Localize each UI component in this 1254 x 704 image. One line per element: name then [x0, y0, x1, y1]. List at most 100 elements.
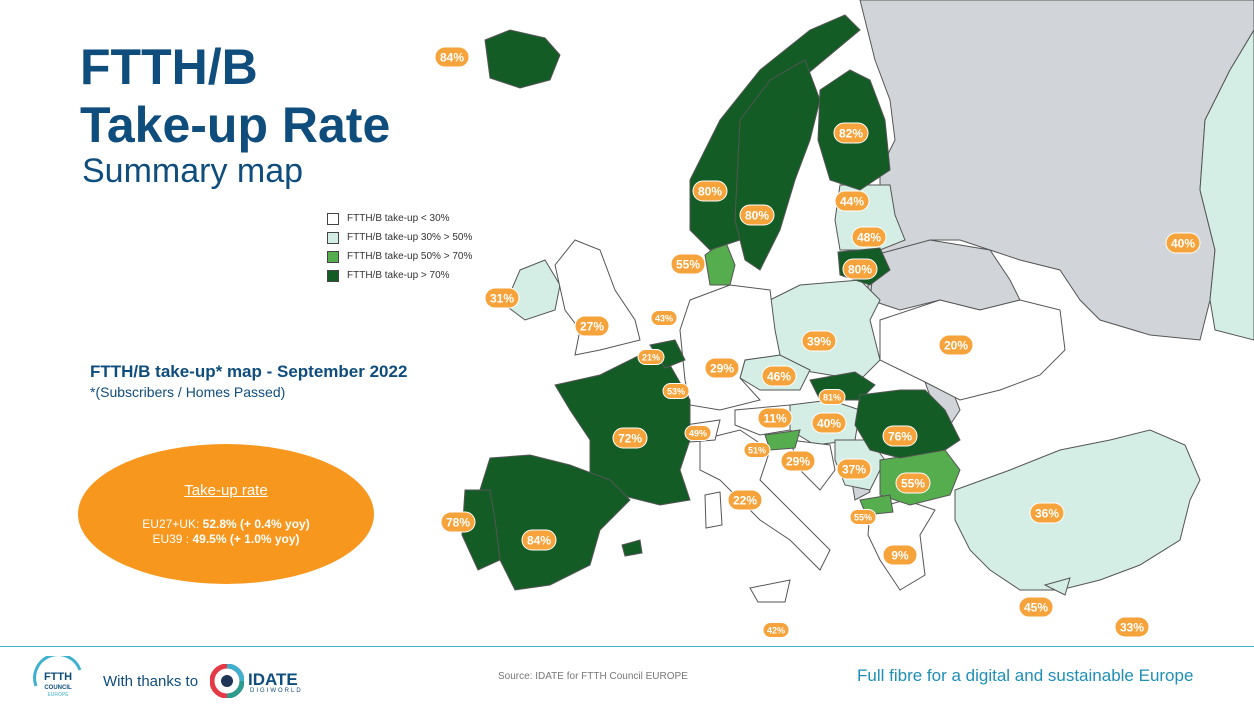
- idate-name: IDATE: [248, 670, 298, 689]
- rate-badge-bg: [637, 349, 665, 365]
- rate-badge: 78%: [440, 511, 476, 533]
- rate-badge-label: 9%: [891, 549, 909, 563]
- summary-eu39: EU39 : 49.5% (+ 1.0% yoy): [78, 532, 374, 547]
- rate-badge: 80%: [739, 204, 775, 226]
- map-note: *(Subscribers / Homes Passed): [90, 384, 286, 400]
- rate-badge-label: 31%: [490, 292, 514, 306]
- summary-title: Take-up rate: [184, 482, 268, 499]
- rate-badge-label: 42%: [767, 626, 785, 636]
- title-line-2: Take-up Rate: [80, 97, 391, 153]
- sardinia: [704, 491, 723, 529]
- rate-badge-bg: [521, 529, 557, 551]
- rate-badge-bg: [833, 122, 869, 144]
- rate-badge: 82%: [833, 122, 869, 144]
- rate-badge-label: 40%: [817, 417, 841, 431]
- rate-badge-label: 55%: [676, 258, 700, 272]
- rate-badge-label: 36%: [1035, 507, 1059, 521]
- rate-badge-label: 55%: [901, 477, 925, 491]
- rate-badge-bg: [743, 442, 771, 458]
- summary-eu27-value: 52.8% (+ 0.4% yoy): [202, 517, 310, 531]
- rate-badge-label: 45%: [1024, 601, 1048, 615]
- rate-badge-bg: [851, 226, 887, 248]
- rate-badge: 84%: [521, 529, 557, 551]
- legend-swatch: [327, 269, 339, 282]
- rate-badge-label: 33%: [1120, 621, 1144, 635]
- rate-badge: 22%: [727, 489, 763, 511]
- rate-badge-bg: [842, 258, 878, 280]
- rate-badge-label: 51%: [748, 446, 766, 456]
- germany: [679, 284, 781, 411]
- svg-text:COUNCIL: COUNCIL: [44, 685, 72, 691]
- legend: FTTH/B take-up < 30% FTTH/B take-up 30% …: [327, 209, 472, 285]
- rate-badge: 53%: [662, 383, 690, 399]
- rate-badge-bg: [882, 544, 918, 566]
- summary-eu39-value: 49.5% (+ 1.0% yoy): [192, 532, 300, 546]
- rate-badge: 42%: [762, 622, 790, 638]
- tagline: Full fibre for a digital and sustainable…: [857, 666, 1194, 685]
- map-heading: FTTH/B take-up* map - September 2022: [90, 362, 408, 381]
- legend-swatch: [327, 250, 339, 263]
- rate-badge-label: 29%: [786, 455, 810, 469]
- summary-eu27: EU27+UK: 52.8% (+ 0.4% yoy): [78, 517, 374, 532]
- rate-badge-bg: [574, 315, 610, 337]
- rate-badge: 43%: [650, 310, 678, 326]
- rate-badge: 11%: [757, 407, 793, 429]
- turkey: [954, 429, 1201, 591]
- rate-badge-bg: [1114, 616, 1150, 638]
- rate-badge: 51%: [743, 442, 771, 458]
- balearics: [621, 539, 643, 557]
- rate-badge-label: 80%: [745, 209, 769, 223]
- rate-badge-label: 81%: [823, 393, 841, 403]
- rate-badge: 72%: [612, 427, 648, 449]
- thanks-text: With thanks to: [103, 673, 199, 690]
- rate-badge-bg: [849, 509, 877, 525]
- rate-badge: 44%: [834, 190, 870, 212]
- rate-badge-bg: [1029, 502, 1065, 524]
- summary-ellipse: Take-up rate EU27+UK: 52.8% (+ 0.4% yoy)…: [78, 444, 374, 584]
- svg-text:EUROPE: EUROPE: [47, 692, 69, 698]
- legend-swatch: [327, 231, 339, 244]
- rate-badge: 40%: [811, 412, 847, 434]
- rate-badge: 29%: [780, 450, 816, 472]
- rate-badge: 39%: [801, 330, 837, 352]
- title-line-1: FTTH/B: [80, 39, 258, 95]
- rate-badge-label: 27%: [580, 320, 604, 334]
- summary-eu39-label: EU39 :: [152, 532, 193, 546]
- legend-label: FTTH/B take-up < 30%: [347, 213, 450, 224]
- legend-label: FTTH/B take-up > 70%: [347, 270, 450, 281]
- rate-badge-bg: [650, 310, 678, 326]
- rate-badge: 55%: [670, 253, 706, 275]
- rate-badge-bg: [612, 427, 648, 449]
- rate-badge-label: 43%: [655, 314, 673, 324]
- cyprus: [1043, 577, 1071, 596]
- rate-badge: 40%: [1165, 232, 1201, 254]
- rate-badge-label: 49%: [689, 429, 707, 439]
- portugal: [461, 489, 501, 571]
- rate-badge-bg: [762, 622, 790, 638]
- romania: [854, 389, 961, 459]
- rate-badge: 55%: [895, 472, 931, 494]
- rate-badge: 80%: [842, 258, 878, 280]
- rate-badge-bg: [895, 472, 931, 494]
- rate-badge: 36%: [1029, 502, 1065, 524]
- rate-badge-bg: [757, 407, 793, 429]
- rate-badge-label: 78%: [446, 516, 470, 530]
- rate-badge-label: 11%: [763, 412, 787, 426]
- rate-badge-label: 80%: [848, 263, 872, 277]
- rate-badge: 20%: [938, 334, 974, 356]
- rate-badge-bg: [727, 489, 763, 511]
- rate-badge: 46%: [761, 365, 797, 387]
- legend-label: FTTH/B take-up 50% > 70%: [347, 251, 473, 262]
- rate-badge-bg: [780, 450, 816, 472]
- rate-badge-label: 80%: [698, 185, 722, 199]
- rate-badge-label: 39%: [807, 335, 831, 349]
- legend-item: FTTH/B take-up 30% > 50%: [327, 228, 472, 247]
- rate-badge-bg: [818, 389, 846, 405]
- rate-badge-bg: [684, 425, 712, 441]
- rate-badge-bg: [739, 204, 775, 226]
- rate-badge-bg: [882, 425, 918, 447]
- rate-badge: 49%: [684, 425, 712, 441]
- source-note: Source: IDATE for FTTH Council EUROPE: [498, 671, 688, 682]
- rate-badge-label: 40%: [1171, 237, 1195, 251]
